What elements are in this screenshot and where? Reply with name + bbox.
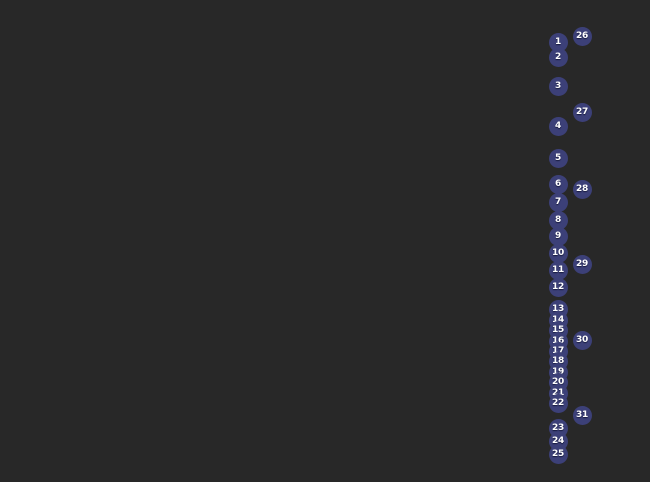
mark-badge-1[interactable]: 1 [548,32,568,52]
mark-badge-27[interactable]: 27 [572,102,592,122]
mark-badge-3[interactable]: 3 [548,76,568,96]
mark-badge-28[interactable]: 28 [572,179,592,199]
mark-badge-9[interactable]: 9 [548,226,568,246]
mark-badge-12[interactable]: 12 [548,277,568,297]
mark-badge-7[interactable]: 7 [548,192,568,212]
mark-badge-8[interactable]: 8 [548,210,568,230]
mark-badge-11[interactable]: 11 [548,260,568,280]
mark-badge-30[interactable]: 30 [572,330,592,350]
mark-badge-10[interactable]: 10 [548,243,568,263]
mark-badge-31[interactable]: 31 [572,405,592,425]
mark-badge-29[interactable]: 29 [572,254,592,274]
mark-badge-25[interactable]: 25 [548,444,568,464]
mark-badge-22[interactable]: 22 [548,393,568,413]
mark-badge-6[interactable]: 6 [548,174,568,194]
mark-badge-4[interactable]: 4 [548,116,568,136]
mark-badge-5[interactable]: 5 [548,148,568,168]
mark-badge-2[interactable]: 2 [548,47,568,67]
mark-badge-26[interactable]: 26 [572,26,592,46]
